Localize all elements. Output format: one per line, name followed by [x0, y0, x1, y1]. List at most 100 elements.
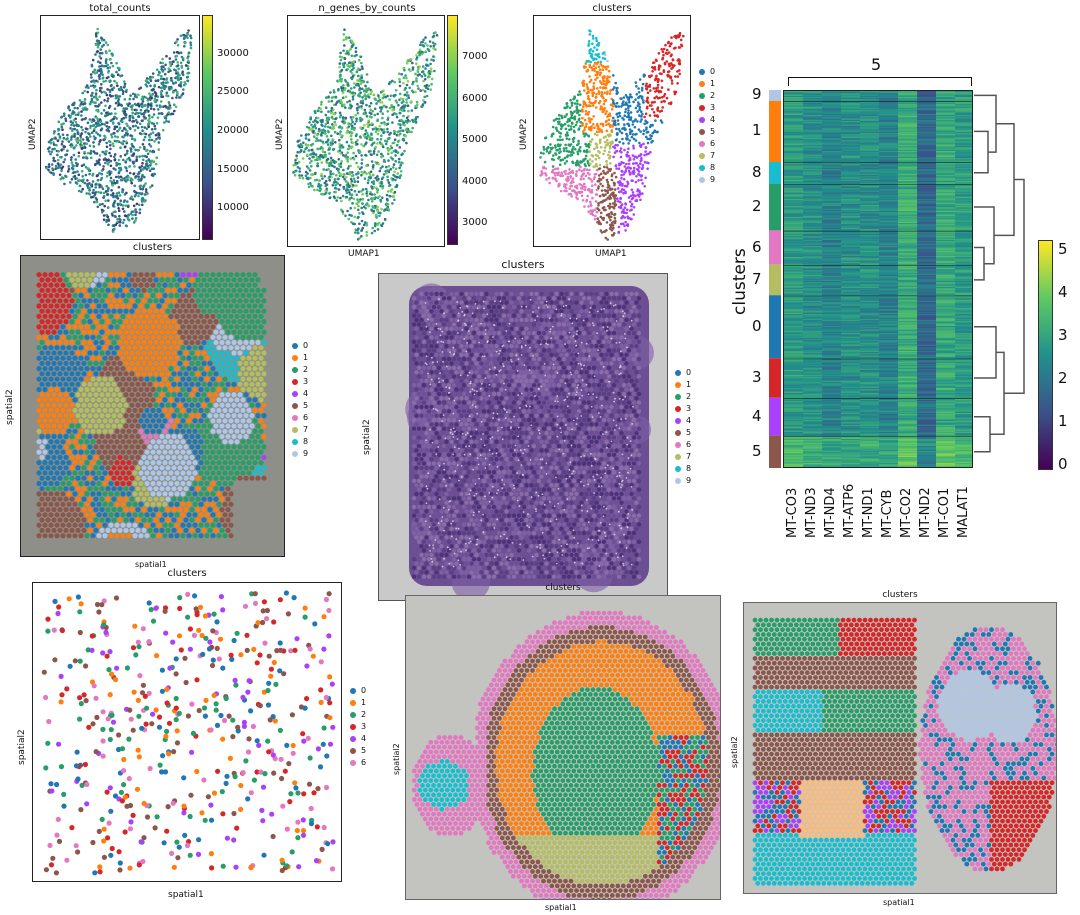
- data-point: [174, 58, 178, 61]
- data-point: [138, 146, 142, 149]
- data-point: [106, 113, 109, 117]
- data-point: [381, 222, 385, 225]
- data-point: [112, 86, 116, 89]
- data-point: [314, 111, 317, 114]
- data-point: [666, 75, 670, 78]
- data-point: [88, 144, 92, 148]
- data-point: [588, 51, 591, 55]
- heatmap-cell: [822, 134, 842, 136]
- data-point: [386, 175, 389, 179]
- data-point: [642, 132, 645, 136]
- data-point: [173, 68, 176, 71]
- data-point: [365, 230, 368, 234]
- y-axis-label: UMAP2: [275, 118, 285, 150]
- data-point: [594, 158, 598, 161]
- data-point: [606, 189, 610, 192]
- data-point: [90, 76, 93, 79]
- data-point: [416, 84, 419, 88]
- data-point: [91, 58, 95, 62]
- data-point: [551, 165, 555, 168]
- data-point: [571, 147, 574, 151]
- scatter-plot: [44, 27, 193, 233]
- data-point: [365, 194, 369, 198]
- heatmap-cell: [841, 169, 861, 171]
- data-point: [601, 184, 604, 188]
- heatmap-cell: [860, 121, 880, 123]
- data-point: [633, 125, 637, 129]
- data-point: [624, 108, 628, 111]
- heatmap-cell: [860, 145, 880, 147]
- data-point: [629, 209, 632, 212]
- data-point: [652, 111, 656, 114]
- data-point: [547, 145, 550, 149]
- data-point: [129, 134, 132, 137]
- data-point: [597, 204, 600, 207]
- data-point: [638, 78, 642, 81]
- data-point: [72, 119, 76, 122]
- heatmap-cell: [955, 129, 972, 132]
- data-point: [347, 84, 350, 87]
- data-point: [80, 100, 83, 104]
- heatmap-cell: [879, 140, 899, 142]
- heatmap-cell: [898, 155, 918, 158]
- data-point: [368, 138, 372, 141]
- data-point: [96, 50, 99, 53]
- heatmap-cell: [803, 129, 823, 132]
- heatmap-cell: [841, 163, 861, 165]
- heatmap-cell: [841, 140, 861, 142]
- heatmap-cell: [784, 122, 804, 124]
- data-point: [101, 187, 105, 190]
- data-point: [381, 96, 385, 100]
- data-point: [637, 170, 641, 173]
- data-point: [149, 104, 152, 107]
- heatmap-cell: [936, 92, 956, 94]
- data-point: [609, 223, 612, 227]
- data-point: [617, 190, 621, 194]
- heatmap-cell: [822, 147, 842, 150]
- plot-area: [287, 15, 445, 247]
- data-point: [386, 152, 390, 156]
- heatmap-cell: [803, 103, 823, 105]
- data-point: [363, 89, 366, 93]
- data-point: [350, 87, 353, 90]
- data-point: [545, 178, 548, 181]
- data-point: [131, 178, 134, 181]
- data-point: [186, 67, 190, 71]
- data-point: [167, 67, 171, 71]
- data-point: [120, 104, 123, 107]
- data-point: [406, 104, 410, 107]
- data-point: [153, 127, 157, 131]
- data-point: [618, 149, 622, 153]
- data-point: [301, 176, 305, 180]
- data-point: [318, 130, 321, 133]
- data-point: [419, 89, 422, 92]
- data-point: [393, 129, 396, 133]
- heatmap-cell: [955, 170, 972, 172]
- data-point: [389, 131, 392, 135]
- data-point: [620, 177, 623, 180]
- heatmap-cell: [898, 137, 918, 140]
- data-point: [138, 166, 141, 169]
- heatmap-cell: [917, 173, 937, 176]
- data-point: [632, 144, 635, 148]
- data-point: [300, 174, 304, 177]
- data-point: [585, 104, 588, 108]
- heatmap-cell: [803, 109, 823, 111]
- data-point: [111, 183, 115, 187]
- data-point: [308, 128, 311, 132]
- data-point: [657, 64, 661, 67]
- data-point: [100, 112, 103, 115]
- heatmap-cell: [803, 113, 823, 116]
- heatmap-cell: [803, 140, 823, 142]
- colorbar-tick: 6000: [462, 93, 488, 104]
- data-point: [111, 204, 115, 208]
- data-point: [542, 166, 545, 170]
- data-point: [635, 132, 638, 136]
- data-point: [605, 67, 608, 71]
- heatmap-cell: [822, 122, 842, 124]
- data-point: [157, 73, 160, 77]
- data-point: [613, 171, 616, 175]
- data-point: [115, 164, 118, 167]
- data-point: [612, 145, 615, 149]
